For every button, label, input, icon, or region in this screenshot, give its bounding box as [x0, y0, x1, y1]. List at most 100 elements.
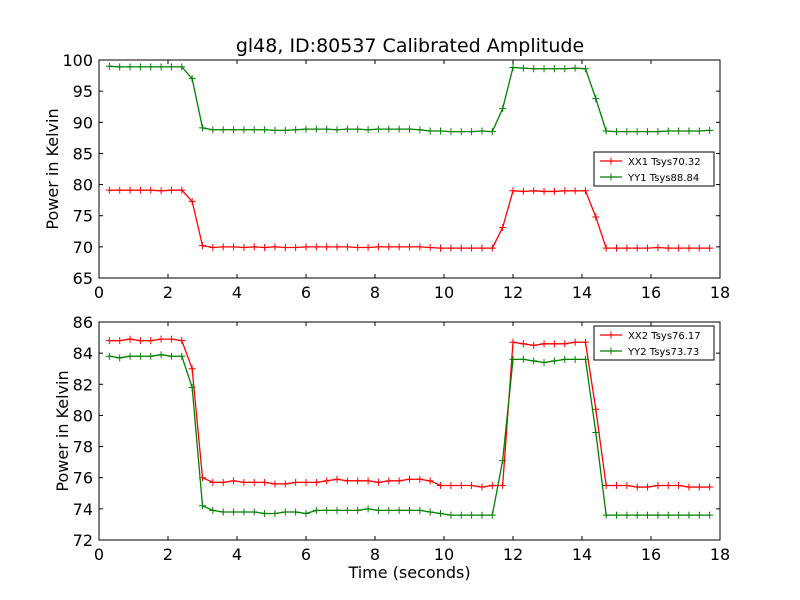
data-point: [302, 510, 310, 518]
y-axis-label: Power in Kelvin: [43, 108, 62, 229]
data-point: [240, 478, 248, 486]
data-point: [364, 477, 372, 485]
x-tick-label: 8: [370, 283, 380, 302]
data-point: [633, 483, 641, 491]
data-point: [343, 243, 351, 251]
data-point: [323, 477, 331, 485]
data-point: [602, 244, 610, 252]
data-point: [364, 243, 372, 251]
legend-marker: [607, 173, 615, 181]
data-point: [230, 508, 238, 516]
data-point: [105, 352, 113, 360]
data-point: [685, 511, 693, 519]
data-point: [499, 224, 507, 232]
data-point: [385, 243, 393, 251]
data-point: [116, 337, 124, 345]
y-tick-label: 80: [73, 406, 93, 425]
data-point: [261, 243, 269, 251]
data-point: [323, 243, 331, 251]
data-point: [468, 244, 476, 252]
data-point: [592, 405, 600, 413]
data-point: [157, 187, 165, 195]
data-point: [581, 65, 589, 73]
data-point: [261, 126, 269, 134]
data-point: [540, 340, 548, 348]
data-point: [395, 243, 403, 251]
data-point: [147, 352, 155, 360]
data-point: [343, 125, 351, 133]
data-point: [488, 511, 496, 519]
data-point: [126, 335, 134, 343]
data-point: [613, 482, 620, 489]
data-point: [613, 511, 620, 519]
data-point: [395, 125, 403, 133]
data-point: [105, 62, 113, 70]
data-point: [468, 482, 476, 489]
data-point: [706, 483, 714, 491]
data-point: [292, 508, 300, 516]
data-point: [519, 355, 527, 363]
x-tick-label: 8: [370, 545, 380, 564]
data-point: [209, 243, 217, 251]
data-point: [312, 506, 320, 514]
data-point: [385, 125, 393, 133]
data-point: [695, 127, 703, 135]
data-point: [416, 243, 424, 251]
axes-frame: [98, 59, 721, 279]
data-point: [157, 63, 165, 71]
y-tick-label: 90: [73, 113, 93, 132]
data-point: [395, 477, 403, 485]
y-tick-label: 72: [73, 531, 93, 550]
data-point: [581, 355, 589, 363]
data-point: [136, 352, 144, 360]
data-point: [685, 483, 693, 491]
data-point: [675, 244, 683, 252]
data-point: [550, 187, 558, 195]
y-tick-label: 100: [62, 51, 93, 70]
data-point: [571, 355, 579, 363]
y-tick-label: 95: [73, 82, 93, 101]
data-point: [509, 355, 517, 363]
data-point: [447, 482, 455, 489]
data-point: [147, 63, 155, 71]
legend-marker: [607, 347, 615, 355]
data-point: [602, 511, 610, 519]
data-point: [416, 506, 424, 514]
data-point: [136, 63, 144, 71]
data-point: [385, 477, 393, 485]
x-axis-label: Time (seconds): [347, 563, 470, 582]
data-point: [416, 475, 424, 483]
data-point: [230, 477, 238, 485]
data-point: [571, 187, 579, 195]
data-point: [447, 511, 455, 519]
data-point: [540, 65, 548, 73]
data-point: [292, 478, 300, 486]
data-point: [126, 63, 134, 71]
data-point: [623, 244, 631, 252]
data-point: [561, 355, 569, 363]
data-point: [209, 478, 217, 486]
data-point: [685, 127, 693, 135]
data-point: [644, 128, 652, 136]
data-point: [685, 244, 693, 252]
data-point: [519, 340, 527, 348]
x-tick-label: 12: [503, 283, 523, 302]
data-point: [178, 352, 186, 360]
data-point: [250, 243, 258, 251]
data-point: [550, 340, 558, 348]
data-point: [178, 186, 186, 194]
data-point: [116, 186, 124, 194]
data-point: [374, 478, 382, 486]
data-point: [530, 357, 538, 365]
data-point: [592, 429, 600, 437]
data-point: [654, 482, 662, 489]
data-point: [354, 506, 362, 514]
x-tick-label: 4: [232, 545, 242, 564]
data-point: [488, 128, 496, 136]
data-point: [312, 243, 320, 251]
data-point: [416, 126, 424, 134]
data-point: [116, 354, 124, 362]
data-point: [302, 478, 310, 486]
